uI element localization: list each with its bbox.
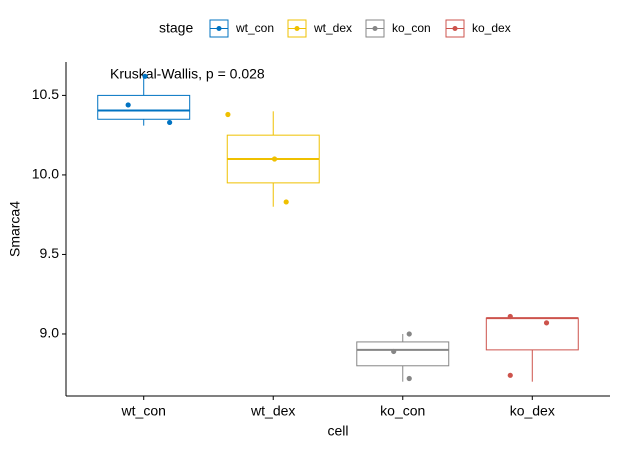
box xyxy=(485,317,579,351)
point xyxy=(391,348,397,355)
point xyxy=(125,102,131,108)
point xyxy=(142,73,148,79)
point xyxy=(406,375,412,382)
legend-label: wt_dex xyxy=(313,21,352,35)
point xyxy=(271,156,278,162)
x-tick-label: ko_dex xyxy=(510,403,555,419)
x-axis-label: cell xyxy=(327,423,348,439)
y-tick-label: 10.0 xyxy=(32,166,59,182)
legend-label: ko_con xyxy=(392,21,431,35)
legend-label: wt_con xyxy=(235,21,274,35)
y-axis-label: Smarca4 xyxy=(7,201,23,257)
point xyxy=(167,119,173,126)
point xyxy=(543,320,550,326)
legend-key-point xyxy=(216,26,222,31)
x-tick-label: wt_con xyxy=(121,403,166,419)
point xyxy=(406,331,412,337)
x-tick-label: wt_dex xyxy=(250,403,295,419)
y-tick-label: 9.0 xyxy=(40,325,60,341)
point xyxy=(507,313,513,320)
legend-key-point xyxy=(294,26,300,31)
y-tick-label: 9.5 xyxy=(40,245,60,261)
legend-title: stage xyxy=(159,20,193,36)
point xyxy=(225,111,231,118)
point xyxy=(507,372,513,378)
box xyxy=(356,341,450,367)
y-tick-label: 10.5 xyxy=(32,86,59,102)
box xyxy=(97,94,191,120)
legend-key-point xyxy=(372,26,378,31)
x-tick-label: ko_con xyxy=(380,403,425,419)
point xyxy=(283,199,289,205)
annotation: Kruskal-Wallis, p = 0.028 xyxy=(110,66,265,82)
legend-label: ko_dex xyxy=(472,21,511,35)
legend-key-point xyxy=(452,26,458,31)
